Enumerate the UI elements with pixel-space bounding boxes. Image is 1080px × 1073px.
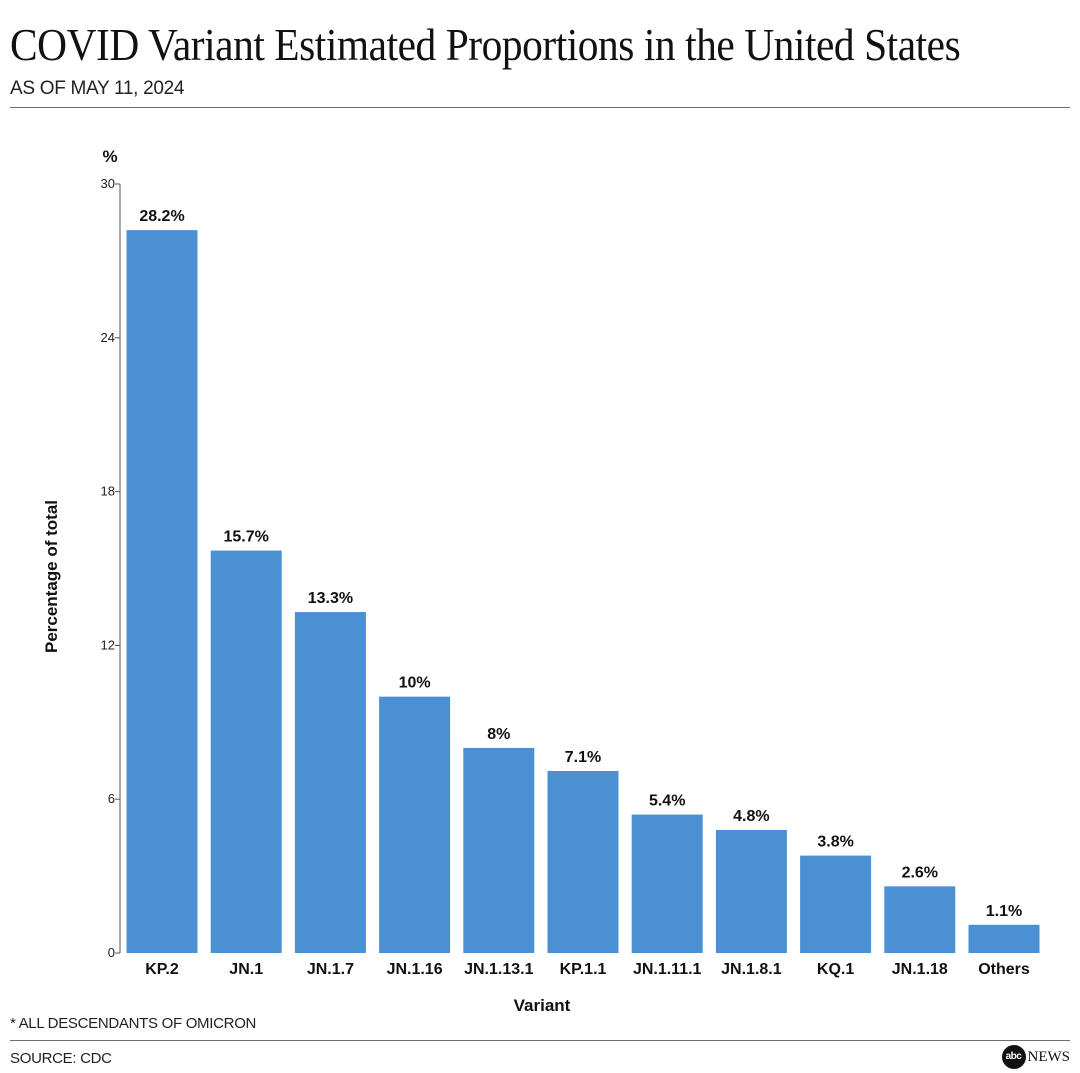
bar-value-label: 10% xyxy=(399,675,431,692)
bar-value-label: 15.7% xyxy=(224,529,269,546)
x-category-label: JN.1.16 xyxy=(387,961,443,978)
header-divider xyxy=(10,107,1070,108)
bar-chart: 0 6 12 18 24 30% Percentage of total 28.2% KP.2 1… xyxy=(42,147,1040,1015)
bar-value-label: 28.2% xyxy=(139,208,184,225)
bar xyxy=(379,696,451,953)
y-tick-label: 6 xyxy=(108,791,115,806)
y-tick-label: 12 xyxy=(101,637,115,652)
bar xyxy=(126,230,198,953)
x-category-label: KP.1.1 xyxy=(560,961,607,978)
x-category-label: JN.1.7 xyxy=(307,961,354,978)
chart-subtitle: AS OF MAY 11, 2024 xyxy=(10,78,185,99)
x-category-label: JN.1.18 xyxy=(892,961,948,978)
y-axis-unit: % xyxy=(102,147,117,166)
x-category-label: JN.1 xyxy=(229,961,263,978)
bar xyxy=(294,612,366,953)
x-category-label: KP.2 xyxy=(145,961,179,978)
footnote: * ALL DESCENDANTS OF OMICRON xyxy=(10,1015,257,1032)
y-tick-label: 30 xyxy=(101,176,115,191)
x-category-label: JN.1.11.1 xyxy=(633,961,702,978)
bar xyxy=(210,550,282,953)
bar-value-label: 8% xyxy=(487,726,510,743)
y-tick-label: 18 xyxy=(101,484,115,499)
bar xyxy=(800,855,872,953)
y-tick-label: 24 xyxy=(101,330,115,345)
bar-value-label: 1.1% xyxy=(986,903,1022,920)
x-axis-title: Variant xyxy=(514,996,571,1015)
y-tick-label: 0 xyxy=(108,945,115,960)
bar-value-label: 2.6% xyxy=(902,864,938,881)
source-note: SOURCE: CDC xyxy=(10,1050,112,1067)
news-logo-text: NEWS xyxy=(1027,1048,1071,1065)
abc-logo-mark: abc xyxy=(1001,1045,1026,1069)
x-category-label: JN.1.8.1 xyxy=(721,961,782,978)
bar xyxy=(884,886,956,953)
y-axis-title: Percentage of total xyxy=(42,500,61,653)
bar-value-label: 13.3% xyxy=(308,590,353,607)
bar-value-label: 3.8% xyxy=(817,834,853,851)
bar-value-label: 5.4% xyxy=(649,793,685,810)
x-category-label: KQ.1 xyxy=(817,961,854,978)
bar-value-label: 4.8% xyxy=(733,808,769,825)
bar xyxy=(547,771,619,953)
abc-news-logo: abc NEWS xyxy=(1001,1045,1071,1069)
bar-value-label: 7.1% xyxy=(565,749,601,766)
footer-divider xyxy=(10,1040,1070,1041)
bar xyxy=(463,747,535,953)
x-category-label: JN.1.13.1 xyxy=(464,961,533,978)
chart-title: COVID Variant Estimated Proportions in t… xyxy=(10,19,961,70)
bar xyxy=(631,814,703,953)
bar xyxy=(715,829,787,953)
bar xyxy=(968,924,1040,953)
x-category-label: Others xyxy=(978,961,1030,978)
